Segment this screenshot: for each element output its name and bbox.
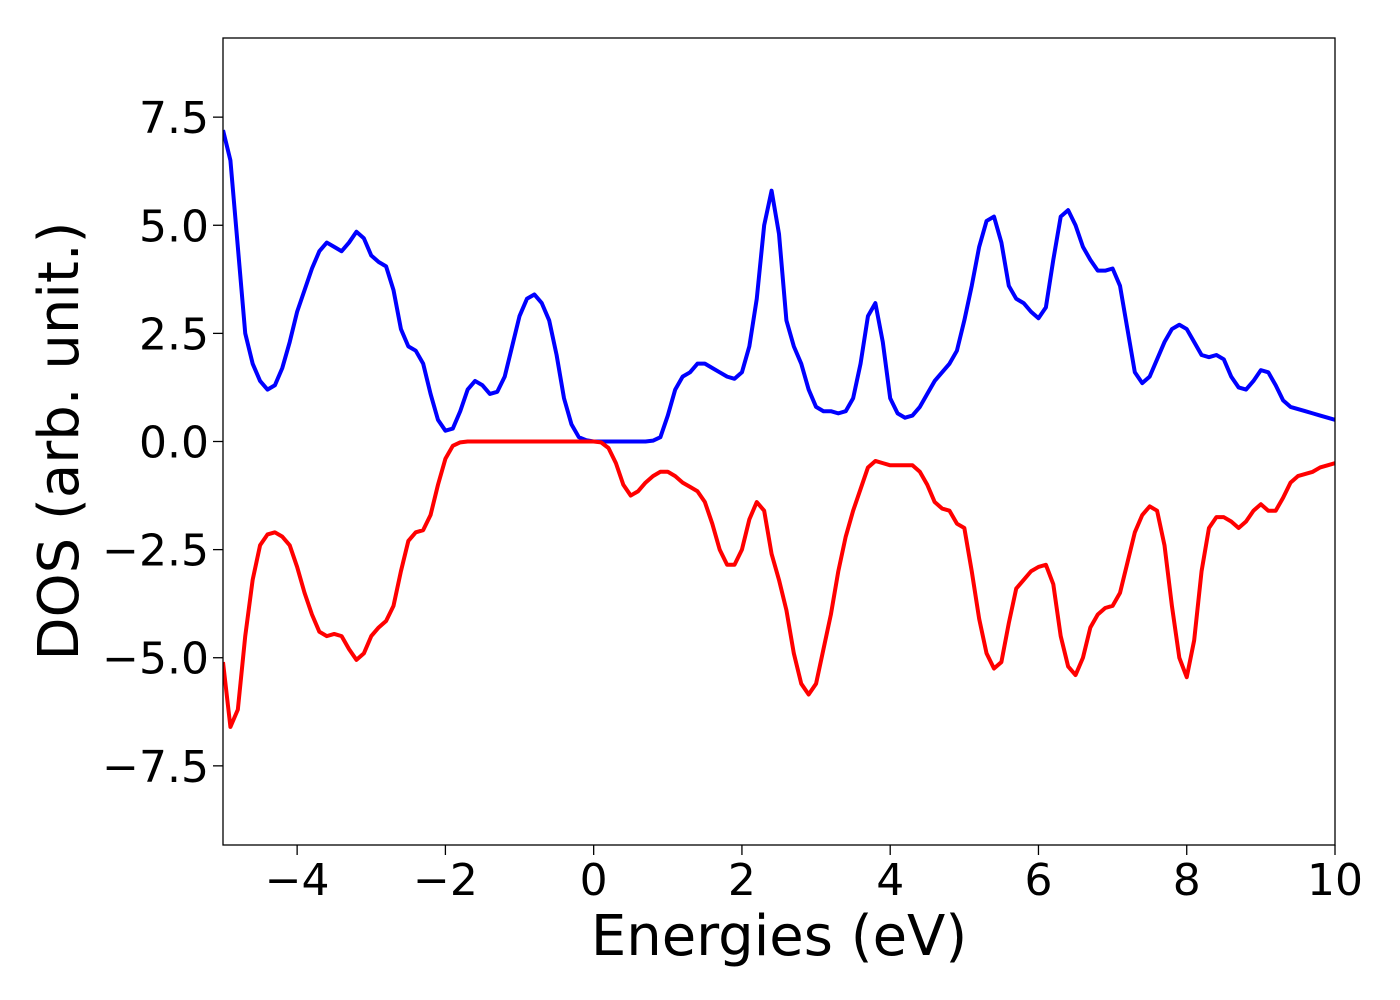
y-tick-label: −5.0	[102, 634, 209, 685]
x-tick-label: 6	[1024, 855, 1052, 906]
y-tick-label: 0.0	[139, 418, 209, 469]
x-tick-label: 8	[1173, 855, 1201, 906]
x-tick-label: −4	[265, 855, 330, 906]
dos-line	[223, 129, 1335, 444]
x-tick-label: 2	[728, 855, 756, 906]
plot-area	[223, 38, 1335, 845]
x-axis-label: Energies (eV)	[591, 904, 967, 969]
y-tick-label: 5.0	[139, 201, 209, 252]
y-axis-label: DOS (arb. unit.)	[27, 221, 92, 660]
y-tick-label: −7.5	[102, 742, 209, 793]
y-tick-label: −2.5	[102, 526, 209, 577]
y-tick-label: 2.5	[139, 309, 209, 360]
curves	[223, 129, 1335, 729]
y-tick-label: 7.5	[139, 93, 209, 144]
dos-line	[223, 439, 1335, 729]
x-tick-label: −2	[413, 855, 478, 906]
x-tick-label: 0	[580, 855, 608, 906]
x-tick-label: 4	[876, 855, 904, 906]
x-tick-label: 10	[1307, 855, 1363, 906]
